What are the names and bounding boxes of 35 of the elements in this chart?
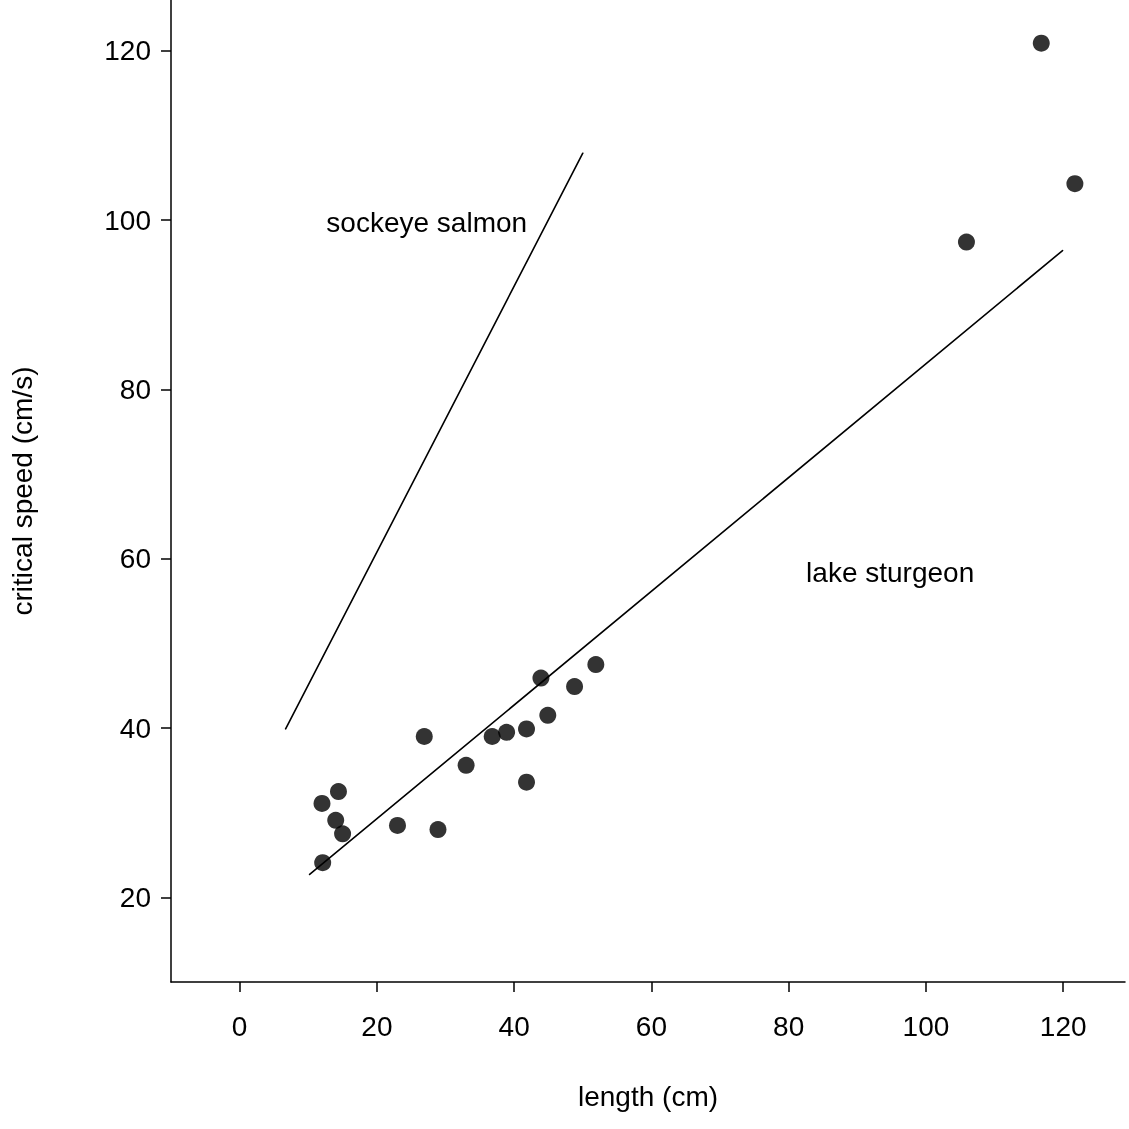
- point: [539, 706, 557, 724]
- y-tick-label: 100: [104, 204, 151, 236]
- x-tick-label: 0: [231, 1010, 248, 1042]
- point: [566, 678, 584, 696]
- point: [483, 728, 501, 745]
- series-label: sockeye salmon: [326, 206, 528, 238]
- y-tick-label: 40: [119, 712, 151, 744]
- point: [415, 728, 433, 745]
- point: [518, 773, 536, 791]
- point: [498, 723, 516, 741]
- point: [313, 794, 331, 812]
- point: [389, 816, 406, 834]
- x-tick-label: 100: [902, 1010, 950, 1042]
- x-tick-label: 60: [635, 1010, 668, 1042]
- y-tick-label: 80: [119, 373, 151, 405]
- point: [1032, 34, 1050, 52]
- x-tick-label: 80: [773, 1010, 805, 1042]
- point: [327, 811, 345, 829]
- x-tick-label: 20: [361, 1010, 393, 1042]
- x-axis-title: length (cm): [577, 1080, 719, 1112]
- y-tick-label: 60: [119, 543, 151, 575]
- point: [334, 825, 352, 843]
- y-tick-label: 20: [119, 881, 151, 913]
- y-axis-title: critical speed (cm/s): [6, 366, 38, 616]
- point: [1066, 175, 1084, 193]
- point: [587, 656, 605, 674]
- x-tick-label: 40: [498, 1010, 530, 1042]
- point: [957, 233, 975, 251]
- y-tick-label: 120: [104, 35, 151, 67]
- point: [429, 821, 447, 839]
- x-tick-label: 120: [1039, 1010, 1087, 1042]
- text: lake sturgeon: [806, 557, 975, 589]
- point: [457, 756, 475, 774]
- point: [329, 783, 347, 801]
- point: [518, 720, 536, 738]
